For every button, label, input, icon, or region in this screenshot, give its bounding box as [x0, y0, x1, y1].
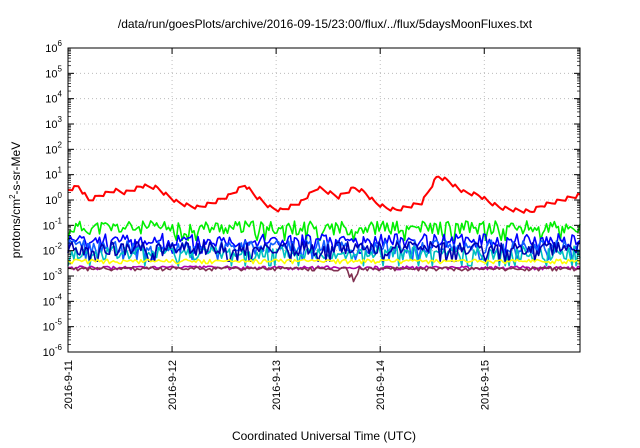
- series-line-5: [67, 245, 581, 267]
- x-tick-label: 2016-9-11: [63, 360, 75, 409]
- series-line-2: [67, 220, 581, 242]
- grid-lines: [68, 48, 580, 352]
- y-axis-ticks: 10-6 10-5 10-4 10-3 10-2 10-1 100 101 102 103 104 1…: [43, 39, 580, 359]
- x-tick-label: 2016-9-14: [375, 360, 387, 410]
- y-tick-label: 10-4: [43, 292, 63, 308]
- x-axis-ticks: 2016-9-11 2016-9-12 2016-9-13 2016-9-14 2016…: [63, 48, 491, 410]
- x-tick-label: 2016-9-12: [167, 360, 179, 410]
- y-axis-label: protons/cm2-s-sr-MeV: [8, 142, 23, 258]
- x-tick-label: 2016-9-13: [271, 360, 283, 410]
- series-line-9: [67, 266, 581, 283]
- y-tick-label: 10-3: [43, 267, 63, 283]
- y-tick-label: 102: [45, 140, 62, 156]
- data-series: [67, 175, 581, 283]
- y-tick-label: 10-1: [43, 216, 63, 232]
- series-line-3: [67, 232, 581, 254]
- y-tick-label: 10-5: [43, 318, 63, 334]
- y-tick-label: 106: [45, 39, 62, 55]
- x-tick-label: 2016-9-15: [479, 360, 491, 410]
- series-line-7: [67, 258, 581, 265]
- series-line-6: [67, 241, 581, 262]
- y-tick-label: 10-2: [43, 242, 63, 258]
- chart-title: /data/run/goesPlots/archive/2016-09-15/2…: [118, 17, 533, 31]
- y-tick-label: 100: [45, 191, 62, 207]
- y-tick-label: 101: [45, 166, 62, 182]
- x-axis-label: Coordinated Universal Time (UTC): [232, 429, 416, 443]
- y-tick-label: 105: [45, 64, 62, 80]
- y-tick-label: 104: [45, 90, 62, 106]
- y-tick-label: 103: [45, 115, 62, 131]
- series-line-1: [67, 175, 581, 214]
- y-tick-label: 10-6: [43, 343, 63, 359]
